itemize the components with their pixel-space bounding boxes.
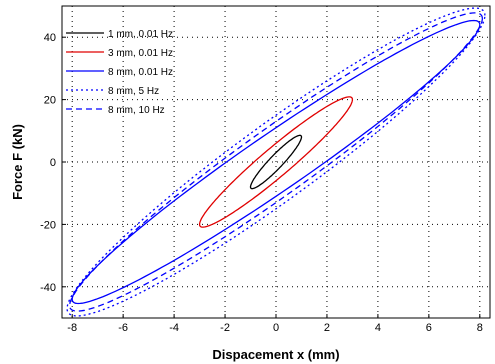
legend-label: 3 mm, 0.01 Hz [108,48,173,59]
legend-label: 8 mm, 5 Hz [108,86,159,97]
legend-label: 1 mm, 0.01 Hz [108,29,173,40]
x-tick-label: 2 [324,322,330,334]
legend-label: 8 mm, 10 Hz [108,105,165,116]
curve-layer [66,7,486,317]
x-tick-label: -2 [220,322,230,334]
legend-label: 8 mm, 0.01 Hz [108,67,173,78]
x-tick-label: 0 [273,322,279,334]
series-curve [71,19,481,305]
x-tick-label: 8 [477,322,483,334]
x-tick-label: -6 [118,322,128,334]
y-tick-label: 0 [50,157,56,169]
y-tick-label: 40 [44,32,56,44]
x-tick-label: -8 [67,322,77,334]
x-tick-label: 6 [426,322,432,334]
y-tick-label: -20 [40,219,56,231]
x-axis-label: Dispacement x (mm) [212,347,339,362]
y-tick-label: -40 [40,282,56,294]
y-tick-label: 20 [44,95,56,107]
y-axis-label: Force F (kN) [10,124,25,200]
series-curve [68,12,484,312]
grid-layer [62,6,490,318]
series-curve [249,134,303,190]
x-tick-label: 4 [375,322,381,334]
x-tick-label: -4 [169,322,179,334]
series-curve [198,96,354,228]
legend: 1 mm, 0.01 Hz 3 mm, 0.01 Hz 8 mm, 0.01 Hz 8… [66,29,173,116]
